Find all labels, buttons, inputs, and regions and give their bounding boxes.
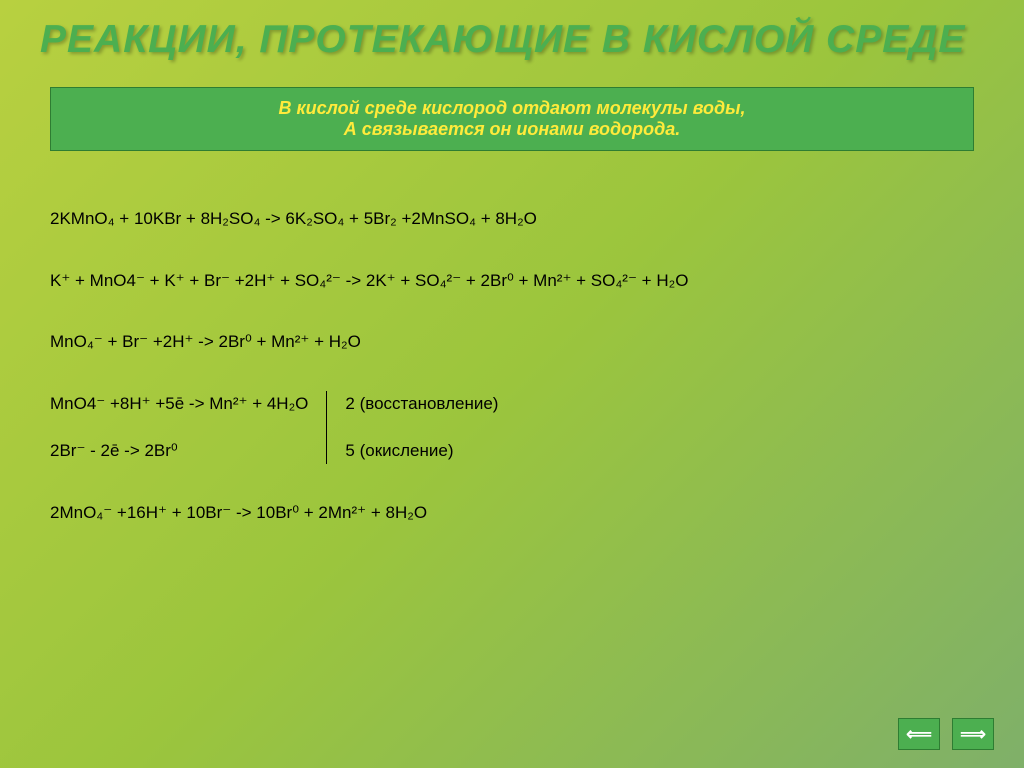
half-reaction-2-right: 5 (окисление) [345, 438, 498, 464]
half-reaction-2-left: 2Br⁻ - 2ē -> 2Br⁰ [50, 438, 308, 464]
info-line-2: А связывается он ионами водорода. [71, 119, 953, 140]
prev-button[interactable]: ⟸ [898, 718, 940, 750]
equation-3: MnO₄⁻ + Br⁻ +2H⁺ -> 2Br⁰ + Mn²⁺ + H₂O [50, 329, 974, 355]
half-reactions-right: 2 (восстановление) 5 (окисление) [345, 391, 498, 464]
equation-1: 2KMnO₄ + 10KBr + 8H₂SO₄ -> 6K₂SO₄ + 5Br₂… [50, 206, 974, 232]
equation-2: K⁺ + MnO4⁻ + K⁺ + Br⁻ +2H⁺ + SO₄²⁻ -> 2K… [50, 268, 974, 294]
half-reaction-divider [326, 391, 327, 464]
half-reactions: MnO4⁻ +8H⁺ +5ē -> Mn²⁺ + 4H₂O 2Br⁻ - 2ē … [50, 391, 974, 464]
equations-block: 2KMnO₄ + 10KBr + 8H₂SO₄ -> 6K₂SO₄ + 5Br₂… [0, 151, 1024, 525]
nav-buttons: ⟸ ⟹ [898, 718, 994, 750]
info-box: В кислой среде кислород отдают молекулы … [50, 87, 974, 151]
half-reactions-left: MnO4⁻ +8H⁺ +5ē -> Mn²⁺ + 4H₂O 2Br⁻ - 2ē … [50, 391, 308, 464]
half-reaction-1-right: 2 (восстановление) [345, 391, 498, 417]
next-button[interactable]: ⟹ [952, 718, 994, 750]
equation-final: 2MnO₄⁻ +16H⁺ + 10Br⁻ -> 10Br⁰ + 2Mn²⁺ + … [50, 500, 974, 526]
half-reaction-1-left: MnO4⁻ +8H⁺ +5ē -> Mn²⁺ + 4H₂O [50, 391, 308, 417]
info-line-1: В кислой среде кислород отдают молекулы … [71, 98, 953, 119]
slide-title: Реакции, протекающие в кислой среде [0, 0, 1024, 62]
